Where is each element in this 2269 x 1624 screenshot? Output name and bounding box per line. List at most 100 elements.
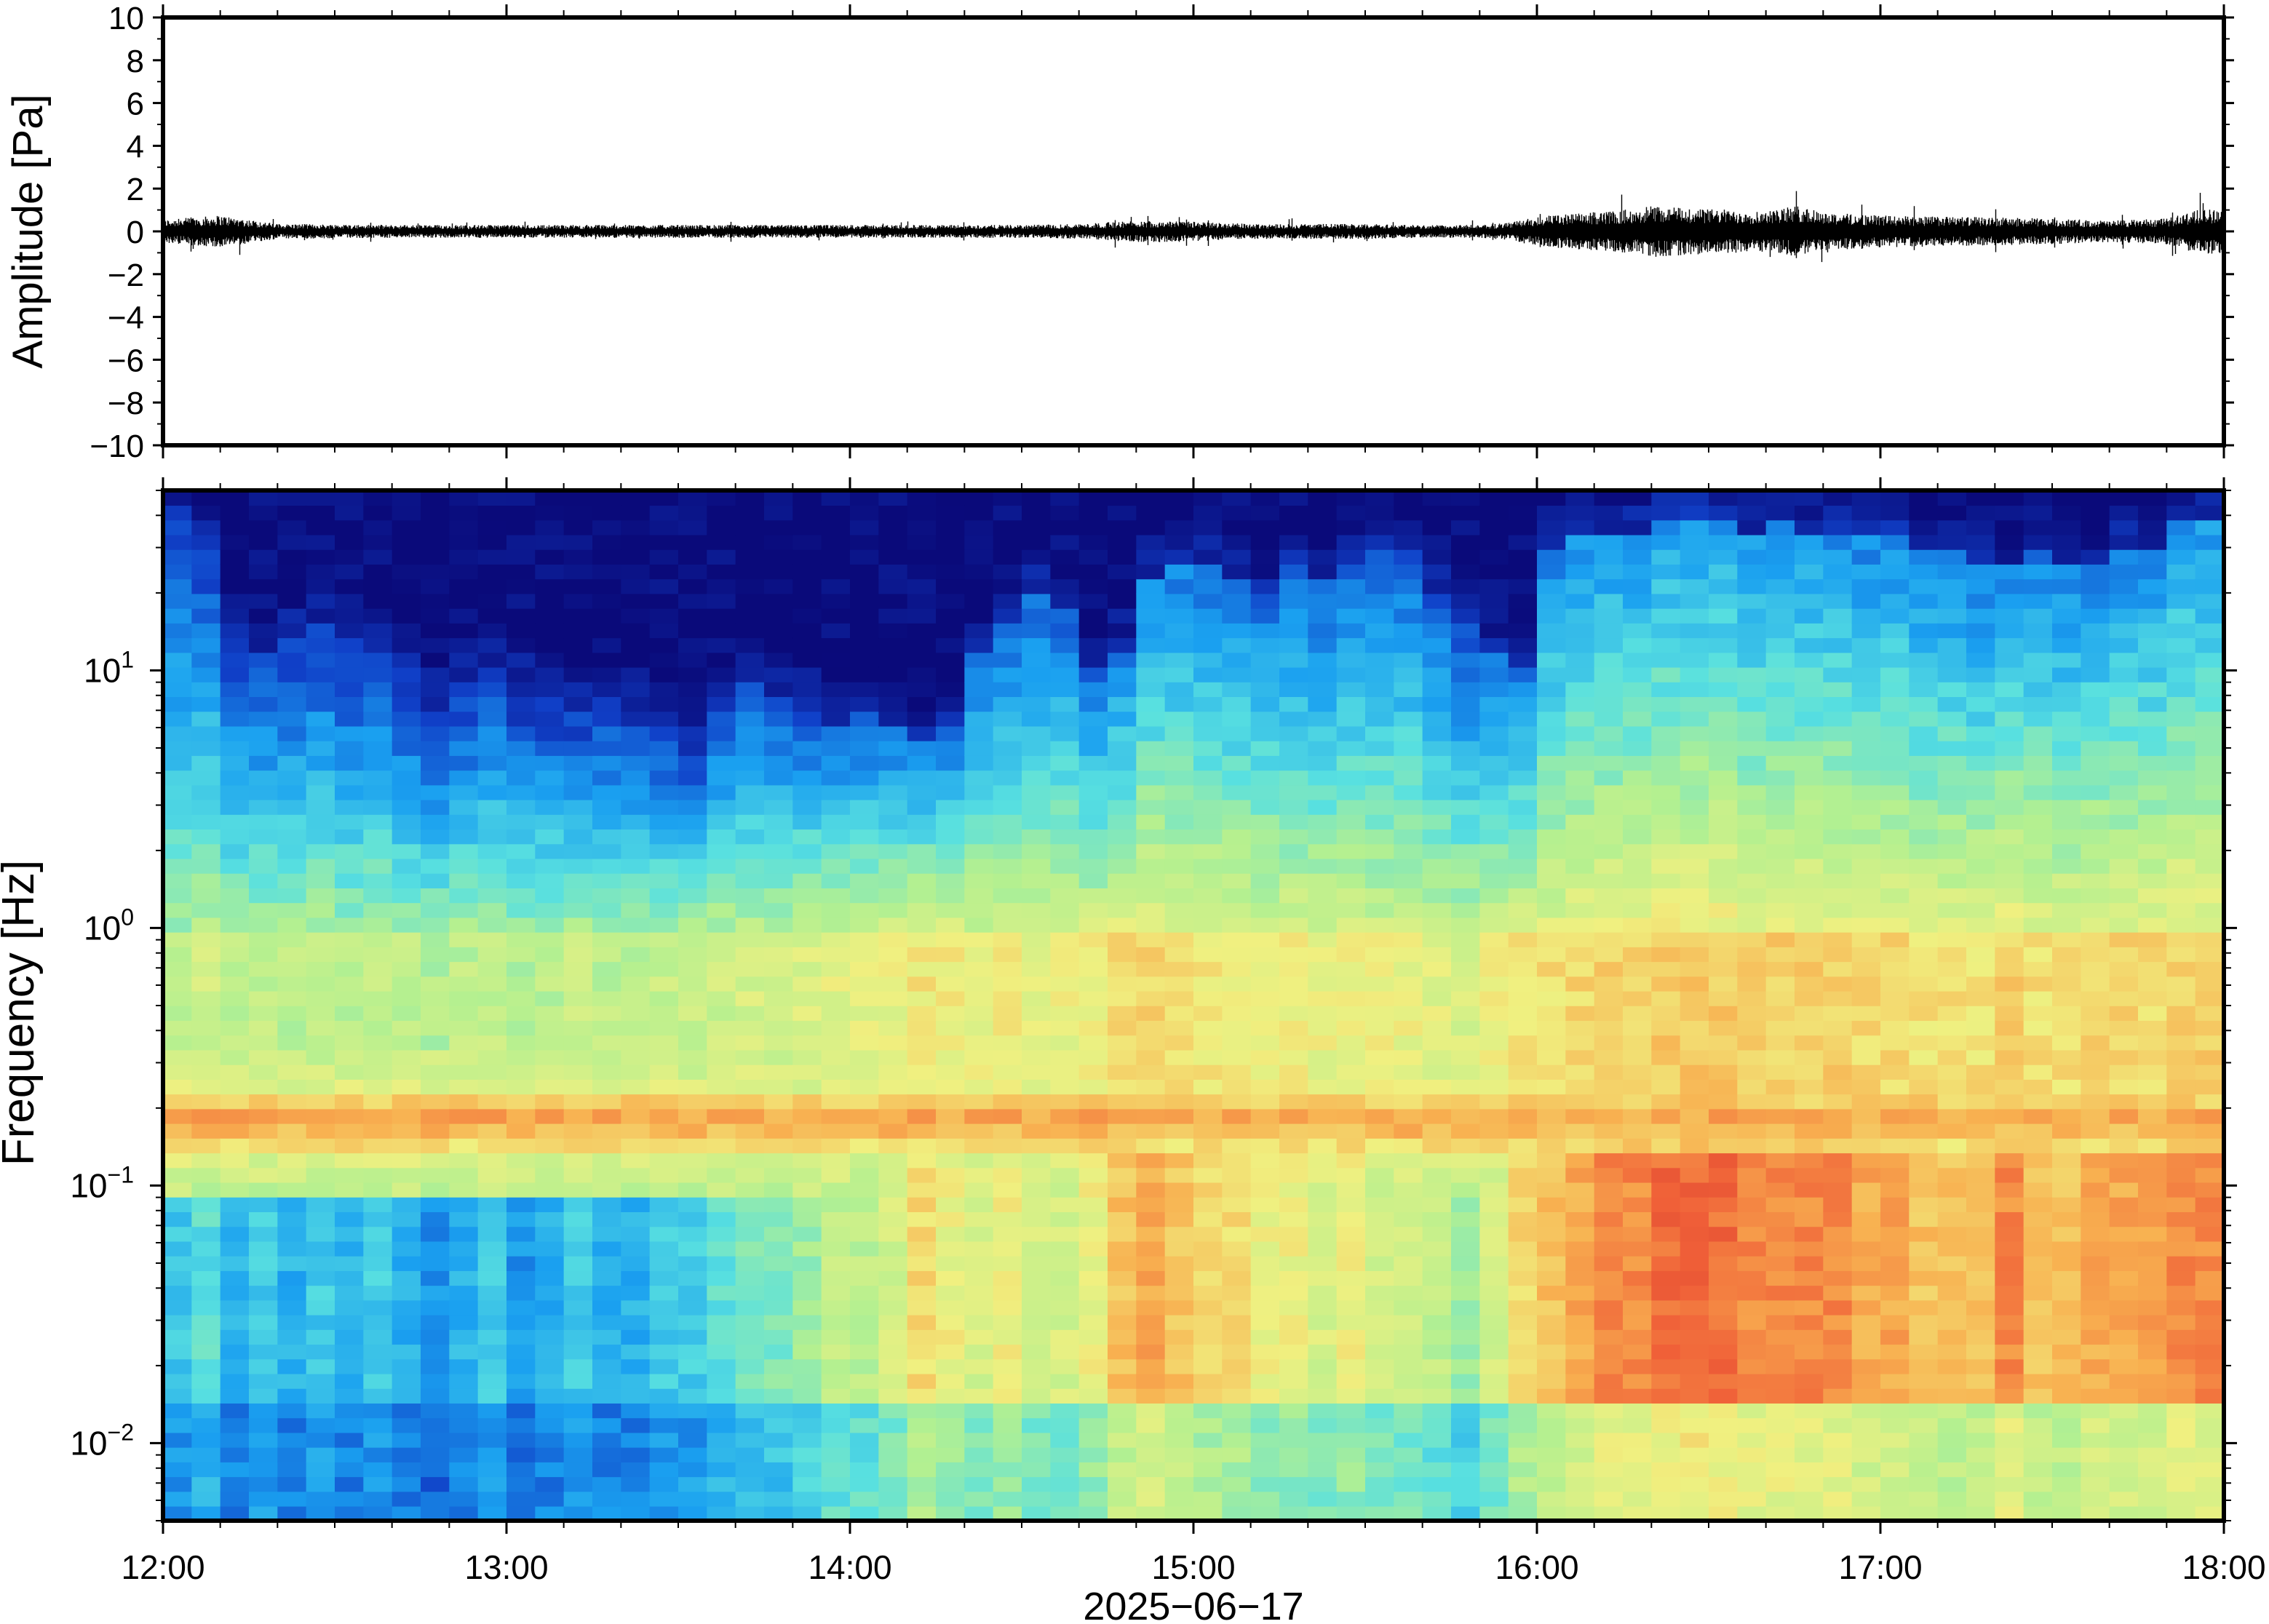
- spectrogram-cell: [993, 858, 1022, 874]
- spectrogram-cell: [563, 1138, 593, 1154]
- spectrogram-cell: [535, 799, 565, 815]
- spectrogram-cell: [363, 888, 393, 904]
- spectrogram-cell: [1508, 947, 1538, 963]
- spectrogram-cell: [678, 1153, 708, 1169]
- spectrogram-cell: [1966, 961, 1996, 977]
- spectrogram-cell: [1765, 1505, 1795, 1521]
- spectrogram-cell: [1279, 1167, 1309, 1183]
- spectrogram-cell: [220, 1255, 250, 1271]
- spectrogram-cell: [1164, 976, 1194, 992]
- spectrogram-cell: [1795, 608, 1824, 624]
- spectrogram-cell: [1823, 1035, 1853, 1051]
- spectrogram-cell: [1394, 1035, 1423, 1051]
- spectrogram-cell: [1108, 1079, 1137, 1095]
- spectrogram-cell: [1823, 770, 1853, 786]
- spectrogram-cell: [277, 549, 307, 565]
- spectrogram-cell: [649, 1226, 679, 1242]
- spectrogram-cell: [993, 829, 1022, 845]
- spectrogram-cell: [1680, 520, 1709, 536]
- spectrogram-cell: [1966, 608, 1996, 624]
- spectrogram-cell: [1222, 490, 1252, 506]
- spectrogram-cell: [649, 976, 679, 992]
- spectrogram-cell: [878, 755, 908, 771]
- spectrogram-cell: [678, 652, 708, 668]
- spectrogram-cell: [1737, 608, 1767, 624]
- spectrogram-cell: [1193, 1270, 1223, 1286]
- spectrogram-cell: [1880, 593, 1910, 609]
- spectrogram-cell: [163, 1138, 193, 1154]
- spectrogram-cell: [907, 902, 937, 918]
- spectrogram-cell: [707, 961, 736, 977]
- spectrogram-cell: [1108, 858, 1137, 874]
- spectrogram-cell: [878, 1432, 908, 1448]
- spectrogram-cell: [1594, 1388, 1624, 1404]
- spectrogram-cell: [163, 608, 193, 624]
- spectrogram-cell: [1136, 1035, 1166, 1051]
- spectrogram-cell: [649, 593, 679, 609]
- spectrogram-cell: [1680, 608, 1709, 624]
- spectrogram-cell: [1795, 947, 1824, 963]
- spectrogram-cell: [1193, 1094, 1223, 1110]
- spectrogram-cell: [1651, 843, 1681, 859]
- spectrogram-cell: [2081, 1299, 2110, 1315]
- spectrogram-cell: [1222, 623, 1252, 639]
- spectrogram-cell: [1966, 858, 1996, 874]
- spectrogram-cell: [1651, 784, 1681, 800]
- spectrogram-cell: [1336, 1505, 1366, 1521]
- spectrogram-cell: [850, 872, 880, 888]
- spectrogram-cell: [1594, 1035, 1624, 1051]
- spectrogram-cell: [592, 593, 622, 609]
- spectrogram-cell: [1508, 608, 1538, 624]
- spectrogram-cell: [220, 784, 250, 800]
- spectrogram-cell: [792, 990, 822, 1006]
- spectrogram-cell: [878, 637, 908, 653]
- spectrogram-cell: [792, 490, 822, 506]
- spectrogram-cell: [1164, 829, 1194, 845]
- spectrogram-cell: [1365, 696, 1395, 712]
- spectrogram-cell: [1594, 858, 1624, 874]
- spectrogram-cell: [1308, 1049, 1338, 1065]
- spectrogram-cell: [1108, 1094, 1137, 1110]
- spectrogram-cell: [735, 490, 765, 506]
- spectrogram-cell: [1250, 1079, 1280, 1095]
- spectrogram-cell: [850, 1049, 880, 1065]
- spectrogram-cell: [1651, 1344, 1681, 1360]
- spectrogram-cell: [1880, 1153, 1910, 1169]
- spectrogram-cell: [1479, 902, 1509, 918]
- spectrogram-cell: [2023, 990, 2053, 1006]
- spectrogram-cell: [678, 755, 708, 771]
- spectrogram-cell: [1451, 740, 1481, 756]
- spectrogram-cell: [1594, 1226, 1624, 1242]
- spectrogram-cell: [1709, 549, 1738, 565]
- spectrogram-cell: [1823, 976, 1853, 992]
- spectrogram-cell: [1422, 549, 1452, 565]
- spectrogram-cell: [792, 888, 822, 904]
- spectrogram-cell: [1909, 1329, 1939, 1345]
- spectrogram-cell: [964, 1211, 994, 1227]
- spectrogram-cell: [764, 917, 794, 933]
- spectrogram-cell: [1050, 1094, 1080, 1110]
- spectrogram-cell: [306, 1476, 335, 1492]
- spectrogram-cell: [964, 814, 994, 830]
- spectrogram-cell: [1279, 637, 1309, 653]
- spectrogram-cell: [1022, 1035, 1052, 1051]
- spectrogram-cell: [163, 888, 193, 904]
- spectrogram-cell: [678, 1491, 708, 1507]
- spectrogram-cell: [1995, 1446, 2024, 1462]
- spectrogram-cell: [392, 1314, 421, 1330]
- spectrogram-cell: [1937, 1035, 1967, 1051]
- spectrogram-cell: [1136, 1299, 1166, 1315]
- spectrogram-cell: [1508, 520, 1538, 536]
- spectrogram-cell: [1651, 1491, 1681, 1507]
- spectrogram-cell: [477, 961, 507, 977]
- spectrogram-cell: [936, 1226, 966, 1242]
- spectrogram-cell: [2109, 1079, 2139, 1095]
- spectrogram-cell: [2138, 1079, 2168, 1095]
- spectrogram-cell: [335, 1108, 365, 1124]
- spectrogram-cell: [1078, 799, 1108, 815]
- spectrogram-cell: [2023, 1358, 2053, 1374]
- spectrogram-cell: [563, 917, 593, 933]
- spectrogram-cell: [1336, 1285, 1366, 1301]
- spectrogram-cell: [649, 1020, 679, 1036]
- spectrogram-cell: [1193, 917, 1223, 933]
